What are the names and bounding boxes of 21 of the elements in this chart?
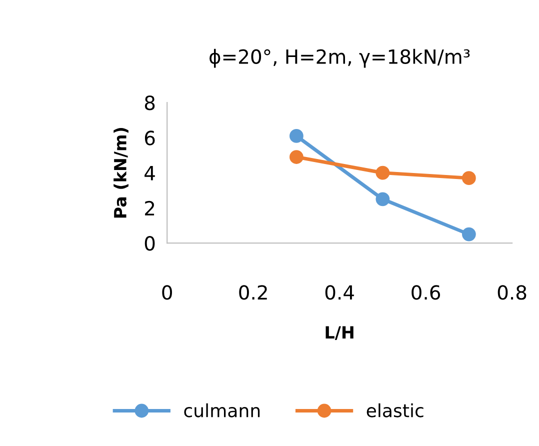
point [462, 171, 476, 186]
x-tick-label: 0.2 [239, 285, 267, 300]
x-tick-label: 0 [162, 285, 172, 300]
y-tick-label: 6 [144, 130, 155, 146]
point [376, 192, 390, 206]
point [290, 129, 304, 143]
y-tick-label: 4 [144, 166, 155, 180]
legend-label: elastic [366, 403, 424, 418]
x-tick-label: 0.8 [498, 285, 526, 300]
point [290, 150, 304, 164]
y-axis-title: Pa (kN/m) [114, 128, 128, 218]
chart-title: ϕ=20°, H=2m, γ=18kN/m³ [210, 48, 470, 68]
point [462, 227, 476, 242]
legend-label: culmann [184, 403, 260, 418]
y-tick-label: 8 [144, 96, 155, 110]
y-tick-label: 2 [145, 200, 154, 216]
x-tick-label: 0.6 [412, 285, 440, 300]
point [376, 166, 390, 180]
x-axis-title: L/H [326, 326, 354, 340]
x-tick-label: 0.4 [325, 285, 354, 300]
y-tick-label: 0 [144, 236, 155, 251]
